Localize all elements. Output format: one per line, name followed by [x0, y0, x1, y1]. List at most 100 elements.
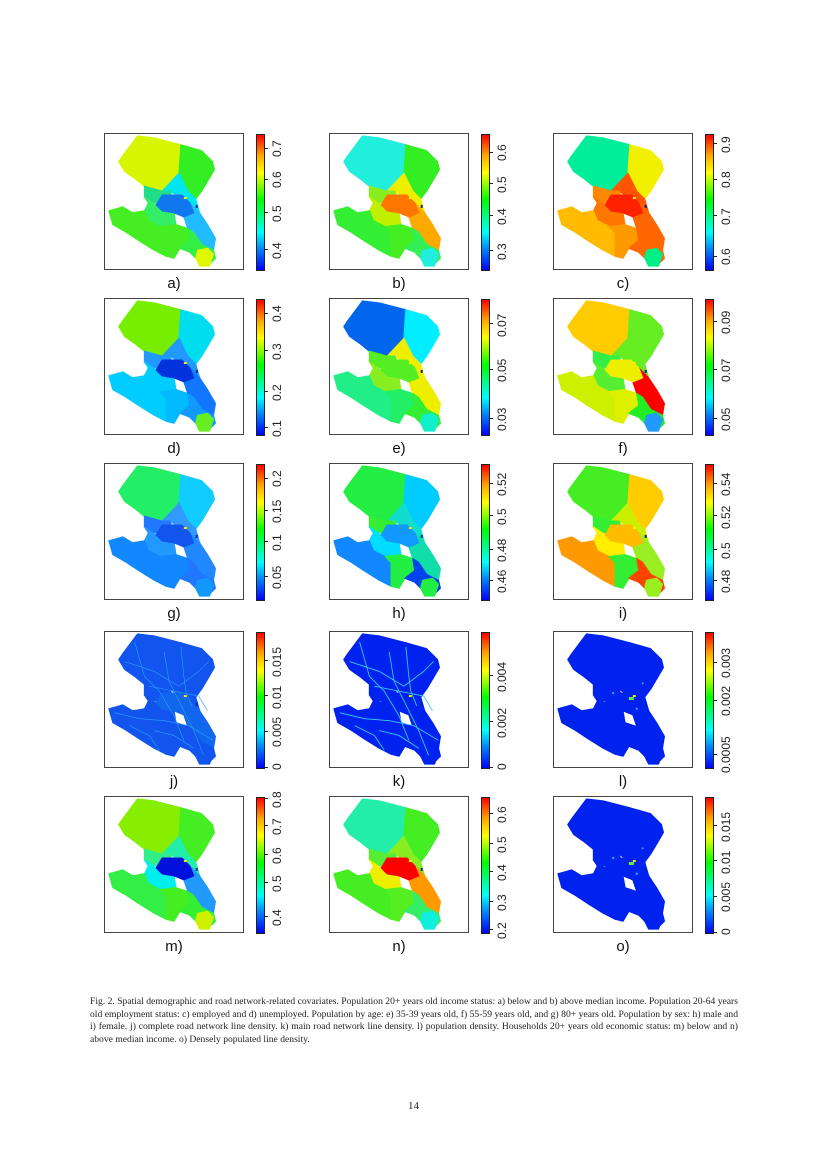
panel-label-j: j) — [169, 773, 179, 790]
choropleth-map — [333, 465, 441, 597]
colorbar-tick-label: 0.01 — [719, 850, 733, 874]
panel-label-d: d) — [167, 440, 181, 457]
colorbar-tick — [489, 417, 493, 419]
colorbar-tick-label: 0.7 — [270, 818, 284, 836]
colorbar-tick — [713, 699, 717, 701]
map-plot-i — [553, 463, 693, 600]
choropleth-map — [333, 300, 441, 432]
colorbar-tick-label: 0.002 — [495, 707, 509, 738]
choropleth-map — [108, 798, 216, 930]
colorbar-tick — [713, 580, 717, 582]
colorbar-tick-label: 0.48 — [495, 538, 509, 563]
colorbar-ticks-h: 0.46 0.48 0.5 0.52 — [489, 464, 529, 599]
colorbar-tick — [264, 798, 268, 800]
colorbar-tick-label: 0.01 — [270, 685, 284, 709]
colorbar-tick-label: 0.002 — [719, 685, 733, 716]
map-plot-l — [553, 631, 693, 768]
colorbar-tick-label: 0.54 — [719, 472, 733, 497]
colorbar-g — [256, 464, 265, 601]
colorbar-ticks-j: 0 0.005 0.01 0.015 — [264, 632, 304, 770]
colorbar-tick — [264, 509, 268, 511]
panel-label-c: c) — [616, 275, 630, 292]
map-panel-k: 0 0.002 0.004 k) — [329, 631, 529, 796]
colorbar-tick — [489, 482, 493, 484]
colorbar-tick — [713, 417, 717, 419]
colorbar-tick — [264, 915, 268, 917]
colorbar-tick-label: 0.2 — [495, 922, 509, 940]
choropleth-map — [557, 465, 665, 597]
colorbar-b — [481, 134, 490, 271]
panel-label-n: n) — [392, 938, 406, 955]
colorbar-tick-label: 0 — [270, 763, 284, 771]
choropleth-map — [557, 135, 665, 267]
colorbar-tick — [713, 932, 717, 933]
colorbar-tick-label: 0.6 — [719, 248, 733, 266]
colorbar-tick-label: 0.004 — [495, 661, 509, 692]
colorbar-ticks-l: 0.0005 0.002 0.003 — [713, 632, 753, 773]
colorbar-tick-label: 0.9 — [719, 136, 733, 154]
colorbar-tick — [713, 661, 717, 663]
colorbar-i — [705, 464, 714, 601]
panel-label-f: f) — [618, 440, 628, 457]
map-plot-m — [104, 796, 244, 933]
colorbar-tick — [264, 147, 268, 149]
colorbar-ticks-c: 0.6 0.7 0.8 0.9 — [713, 134, 753, 269]
colorbar-tick-label: 0.3 — [495, 243, 509, 260]
colorbar-tick-label: 0.2 — [270, 470, 284, 488]
panel-label-i: i) — [618, 605, 628, 622]
colorbar-ticks-b: 0.3 0.4 0.5 0.6 — [489, 134, 529, 269]
colorbar-tick-label: 0.8 — [270, 791, 284, 809]
map-plot-k — [329, 631, 469, 768]
colorbar-tick-label: 0.5 — [719, 542, 733, 559]
colorbar-m — [256, 797, 265, 934]
colorbar-tick — [489, 813, 493, 815]
map-panel-m: 0.4 0.5 0.6 0.7 0.8 m) — [104, 792, 304, 961]
colorbar-tick-label: 0.015 — [719, 811, 733, 842]
map-plot-n — [329, 796, 469, 933]
colorbar-tick-label: 0.09 — [719, 310, 733, 334]
map-plot-d — [104, 298, 244, 435]
colorbar-tick-label: 0.5 — [270, 205, 284, 223]
panel-label-k: k) — [392, 773, 406, 790]
choropleth-map — [108, 135, 216, 267]
colorbar-tick — [264, 576, 268, 578]
colorbar-tick — [713, 860, 717, 862]
colorbar-d — [256, 299, 265, 436]
colorbar-tick — [713, 895, 717, 897]
map-plot-c — [553, 133, 693, 270]
choropleth-map — [557, 798, 665, 930]
panel-label-e: e) — [392, 440, 406, 457]
choropleth-map — [557, 633, 665, 765]
colorbar-tick-label: 0.48 — [719, 569, 733, 594]
map-panel-e: 0.03 0.05 0.07 e) — [329, 298, 529, 463]
colorbar-tick-label: 0.4 — [495, 864, 509, 882]
colorbar-n — [481, 797, 490, 934]
colorbar-tick — [489, 369, 493, 371]
colorbar-ticks-o: 0 0.005 0.01 0.015 — [713, 797, 753, 935]
colorbar-tick — [264, 695, 268, 697]
map-plot-a — [104, 133, 244, 270]
panel-label-h: h) — [392, 605, 406, 622]
colorbar-o — [705, 797, 714, 934]
panel-label-m: m) — [165, 938, 183, 955]
colorbar-tick-label: 0.4 — [270, 909, 284, 926]
map-plot-b — [329, 133, 469, 270]
colorbar-j — [256, 632, 265, 769]
colorbar-tick-label: 0.05 — [495, 359, 509, 383]
colorbar-tick — [713, 825, 717, 827]
colorbar-tick-label: 0.005 — [270, 717, 284, 748]
choropleth-map — [333, 798, 441, 930]
colorbar-k — [481, 632, 490, 769]
colorbar-tick-label: 0.05 — [719, 407, 733, 431]
colorbar-tick — [264, 825, 268, 827]
colorbar-tick — [264, 248, 268, 250]
colorbar-c — [705, 134, 714, 271]
map-panel-f: 0.05 0.07 0.09 f) — [553, 298, 753, 463]
colorbar-tick — [489, 580, 493, 582]
choropleth-map — [557, 300, 665, 432]
colorbar-tick-label: 0.015 — [270, 646, 284, 677]
colorbar-tick-label: 0.1 — [270, 534, 284, 551]
colorbar-tick-label: 0.15 — [270, 499, 284, 524]
colorbar-tick — [489, 929, 493, 931]
colorbar-tick-label: 0.6 — [270, 171, 284, 189]
